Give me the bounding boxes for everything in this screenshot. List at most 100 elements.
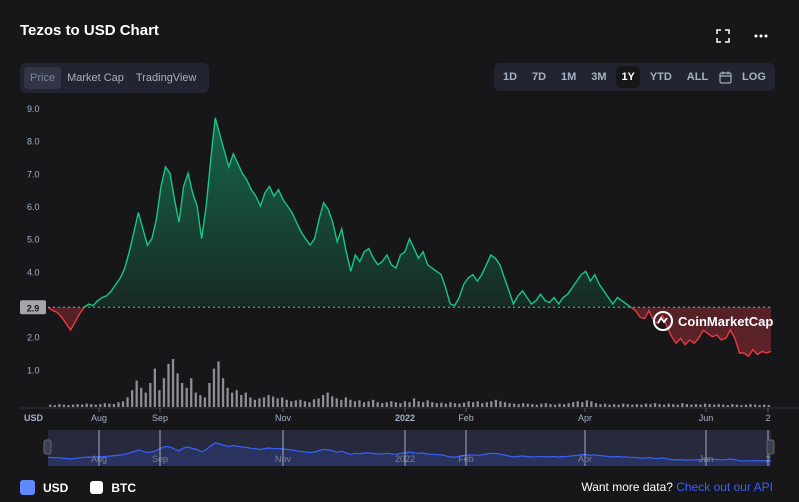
- usd-checkbox[interactable]: [20, 480, 35, 495]
- navigator-area: [48, 442, 771, 466]
- volume-bar: [544, 403, 548, 407]
- volume-bar: [458, 403, 461, 407]
- volume-bar: [685, 404, 689, 407]
- volume-bar: [713, 404, 716, 407]
- volume-bar: [271, 396, 275, 407]
- volume-bar: [80, 404, 84, 407]
- volume-bar: [422, 402, 425, 407]
- volume-bar: [763, 404, 766, 407]
- volume-bar: [531, 404, 534, 407]
- volume-bar: [153, 368, 156, 407]
- volume-bar: [767, 405, 770, 407]
- volume-bar: [349, 399, 352, 407]
- volume-bar: [358, 400, 361, 407]
- y-tick-label: 8.0: [27, 137, 40, 147]
- range-1d[interactable]: 1D: [503, 71, 518, 83]
- volume-bar: [644, 403, 648, 407]
- calendar-icon[interactable]: [718, 70, 732, 84]
- volume-bar: [667, 403, 670, 407]
- tab-tradingview[interactable]: TradingView: [135, 72, 197, 84]
- navigator-tick-label: Nov: [275, 454, 292, 464]
- volume-bar: [508, 403, 511, 407]
- volume-bar: [340, 399, 343, 407]
- volume-bar: [585, 400, 588, 407]
- baseline-label: 2.9: [27, 303, 40, 313]
- btc-checkbox[interactable]: [90, 481, 104, 494]
- chart-type-tabs: Price Market Cap TradingView: [20, 63, 209, 93]
- volume-bar: [549, 404, 552, 407]
- volume-bar: [121, 401, 125, 407]
- volume-bar: [185, 387, 188, 407]
- volume-bar: [190, 378, 193, 407]
- volume-bar: [676, 404, 679, 407]
- tab-price[interactable]: Price: [24, 67, 62, 89]
- volume-bar: [381, 403, 384, 407]
- range-1y[interactable]: 1Y: [616, 66, 640, 88]
- range-all[interactable]: ALL: [686, 71, 709, 83]
- volume-bar: [603, 403, 607, 407]
- api-prompt: Want more data?: [581, 480, 673, 494]
- volume-bar: [540, 403, 543, 407]
- range-ytd[interactable]: YTD: [649, 71, 672, 83]
- volume-bar: [740, 405, 743, 407]
- volume-bar: [631, 404, 634, 407]
- volume-bar: [558, 403, 561, 407]
- volume-bar: [399, 403, 402, 407]
- volume-bar: [572, 402, 575, 407]
- volume-bar: [281, 397, 284, 407]
- volume-bar: [244, 392, 247, 407]
- navigator-handle-left[interactable]: [43, 439, 52, 455]
- range-1m[interactable]: 1M: [561, 71, 577, 83]
- navigator-tick-label: 2: [765, 454, 770, 464]
- volume-bar: [103, 403, 106, 407]
- volume-bar: [176, 373, 179, 407]
- fullscreen-icon[interactable]: [715, 28, 731, 44]
- more-options-icon[interactable]: [753, 28, 769, 44]
- volume-bar: [599, 404, 602, 407]
- y-tick-label: 1.0: [27, 365, 40, 375]
- volume-bar: [526, 403, 529, 407]
- volume-bar: [390, 401, 393, 407]
- navigator-tick-label: 2022: [395, 454, 415, 464]
- volume-bar: [522, 403, 525, 407]
- volume-bar: [353, 401, 357, 407]
- volume-bar: [481, 403, 484, 407]
- y-tick-label: 7.0: [27, 169, 40, 179]
- tab-market-cap[interactable]: Market Cap: [67, 72, 124, 84]
- volume-bar: [67, 405, 70, 407]
- range-7d[interactable]: 7D: [532, 71, 547, 83]
- volume-bar: [262, 397, 266, 407]
- volume-bar: [467, 401, 470, 407]
- volume-bar: [217, 361, 220, 407]
- area-below-baseline: [48, 307, 771, 357]
- navigator-background: [48, 430, 771, 466]
- range-navigator[interactable]: Aug Sep Nov 2022 Feb Apr Jun 2: [43, 430, 775, 466]
- volume-bar: [276, 398, 279, 407]
- range-3m[interactable]: 3M: [591, 71, 607, 83]
- api-link[interactable]: Check out our API: [676, 480, 773, 494]
- area-above-baseline: [84, 117, 631, 308]
- log-scale-toggle[interactable]: LOG: [742, 71, 766, 83]
- price-chart[interactable]: 9.0 8.0 7.0 6.0 5.0 4.0 2.0 1.0 2.9 CoinMarketC…: [0, 100, 799, 480]
- volume-bar: [226, 387, 229, 407]
- y-tick-label: 4.0: [27, 267, 40, 277]
- navigator-tick-label: Sep: [152, 454, 168, 464]
- volume-bar: [235, 390, 238, 407]
- volume-bar: [371, 399, 375, 407]
- volume-bar: [485, 402, 488, 407]
- volume-bar: [108, 403, 111, 407]
- volume-bar: [703, 403, 707, 407]
- volume-bar: [71, 404, 75, 407]
- navigator-handle-right[interactable]: [766, 439, 775, 455]
- x-tick-label: Apr: [578, 413, 592, 423]
- volume-bar: [735, 404, 739, 407]
- volume-bar: [749, 404, 752, 407]
- volume-bar: [294, 400, 297, 407]
- volume-bar: [594, 403, 598, 407]
- volume-bar: [167, 363, 170, 407]
- volume-bar: [590, 401, 593, 407]
- volume-bar: [317, 398, 320, 407]
- volume-bar: [672, 404, 675, 407]
- navigator-tick-label: Aug: [91, 454, 107, 464]
- price-line-up: [48, 117, 633, 308]
